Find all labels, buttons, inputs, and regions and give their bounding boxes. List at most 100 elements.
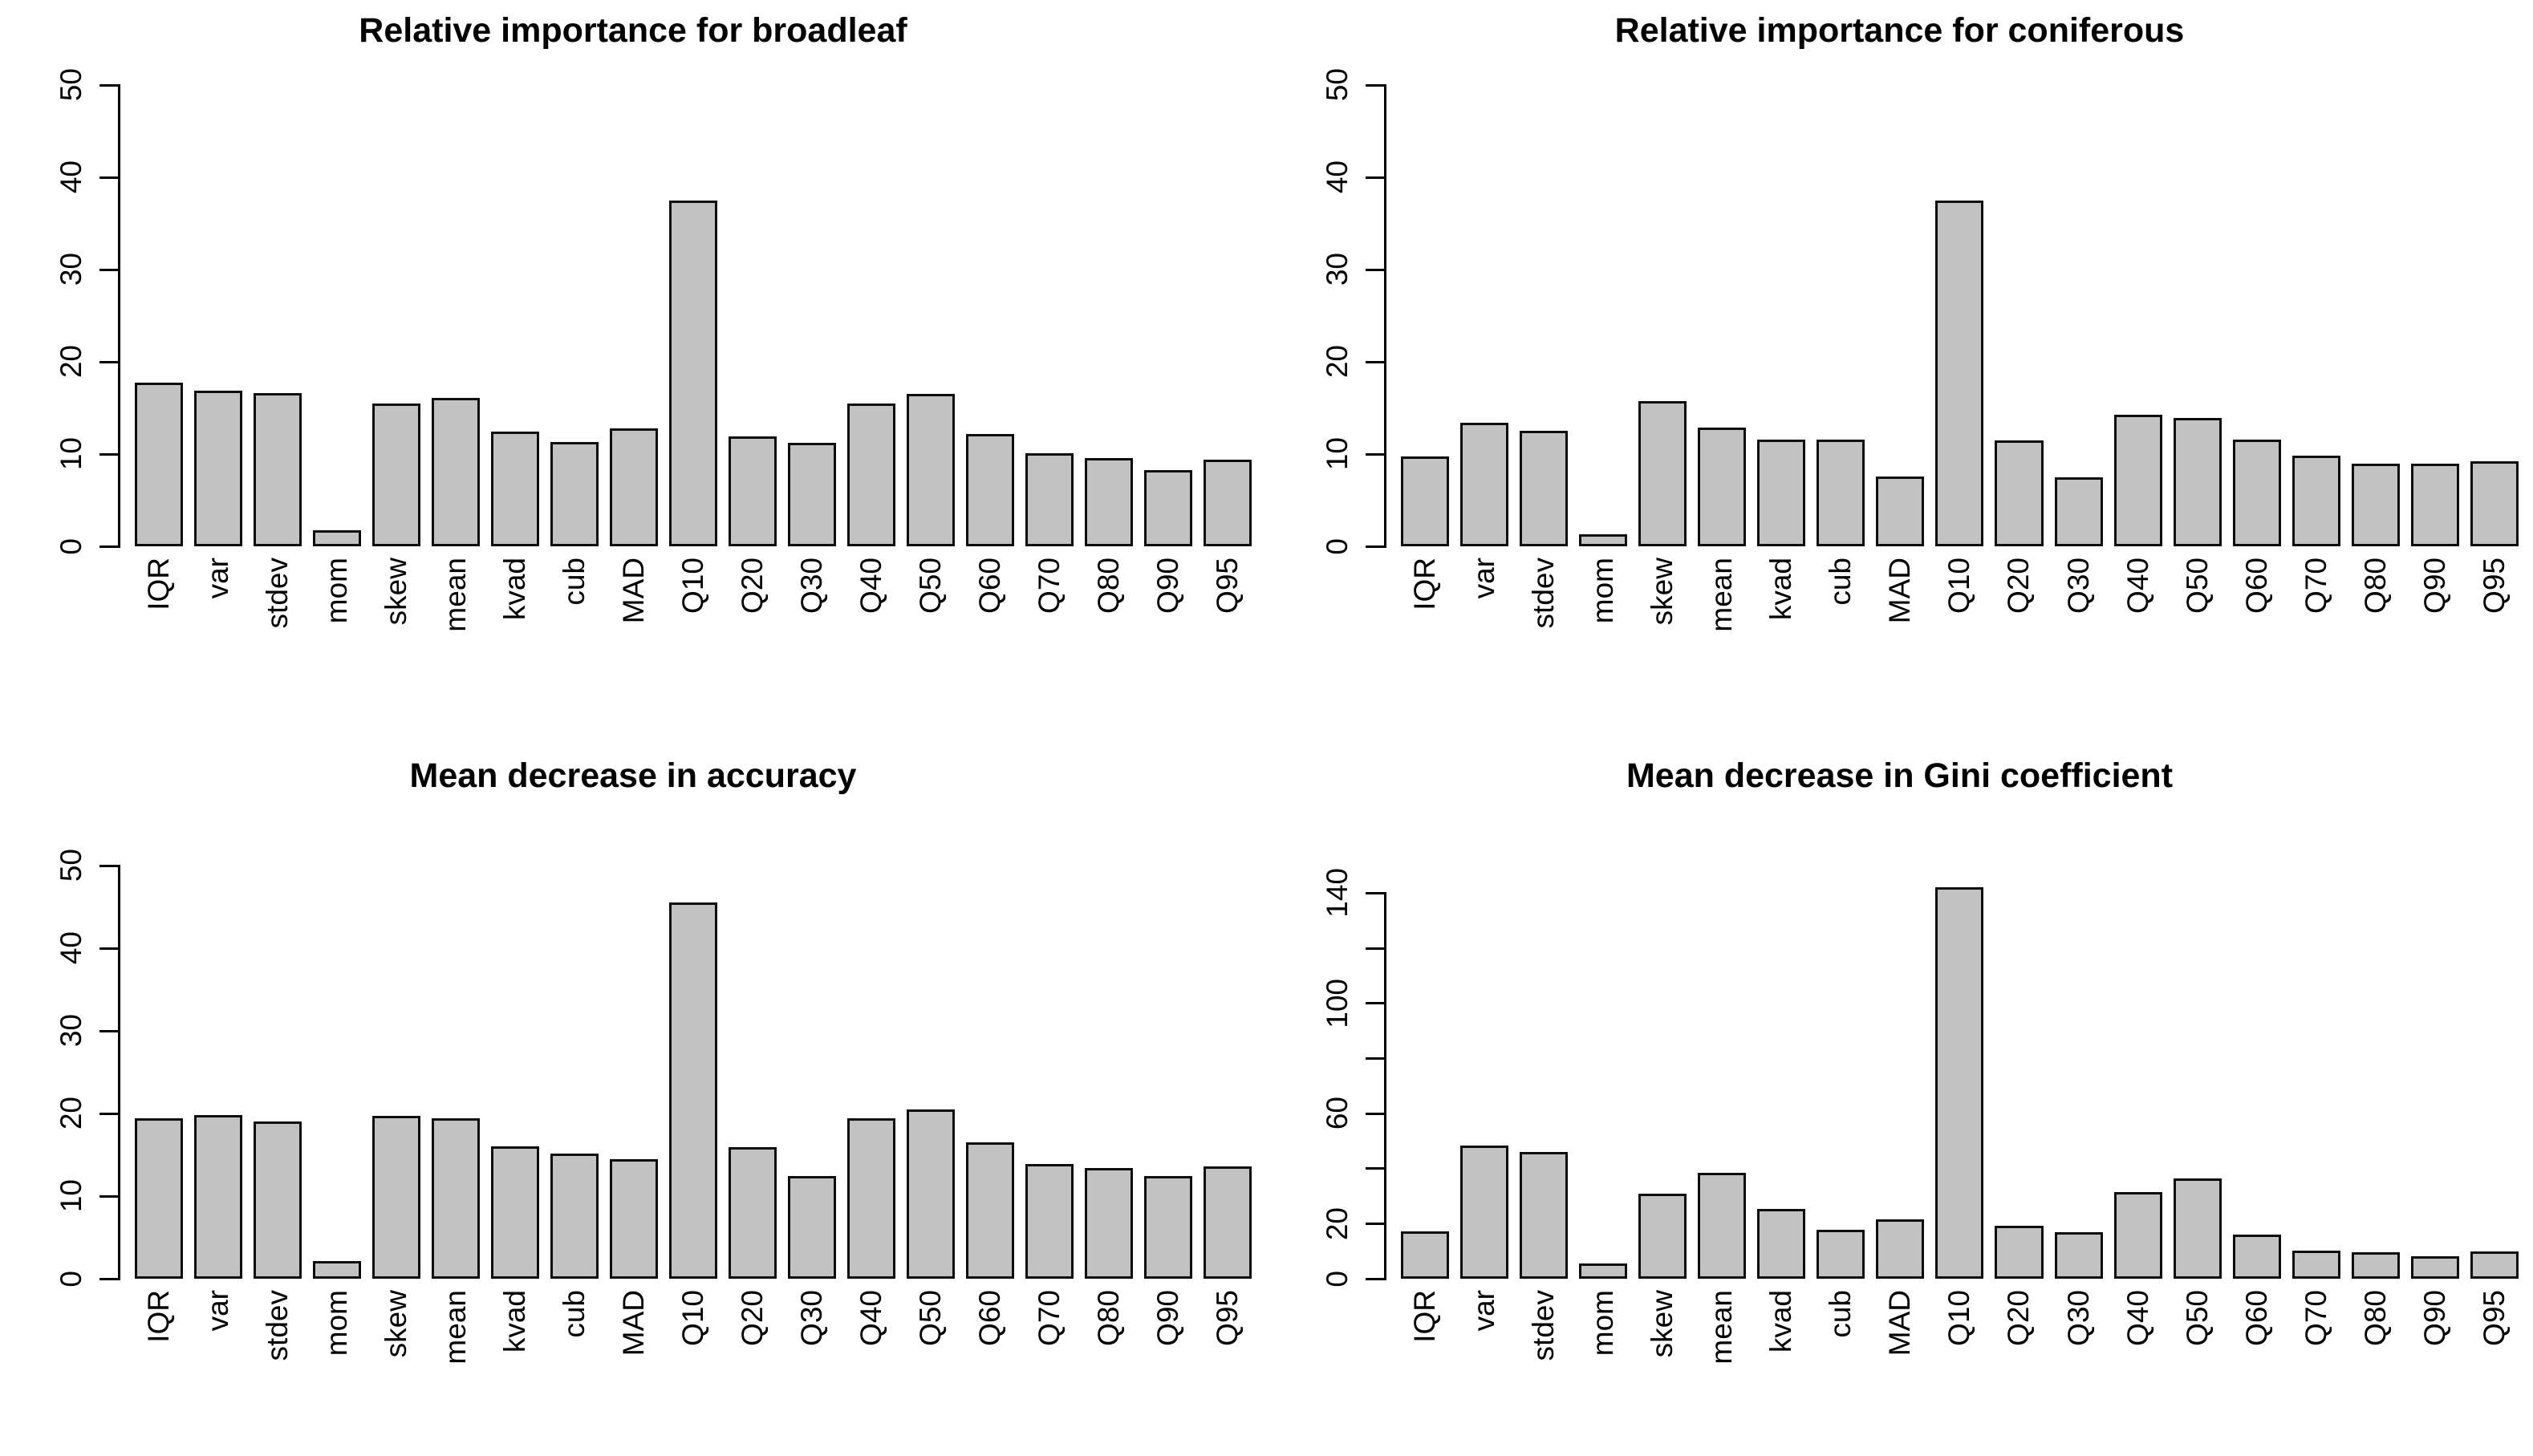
y-tick-50 <box>99 864 120 867</box>
x-label-Q90: Q90 <box>2411 558 2459 710</box>
x-label-Q50: Q50 <box>2174 1290 2222 1442</box>
x-label-Q80: Q80 <box>2352 1290 2400 1442</box>
x-label-text: kvad <box>1764 1290 1798 1353</box>
x-label-text: stdev <box>1527 558 1561 629</box>
y-tick-label-text: 40 <box>1321 160 1354 194</box>
y-tick-label-40: 40 <box>55 137 87 217</box>
y-tick-50 <box>99 83 120 87</box>
x-axis-labels: IQR var stdev mom skew mean kvad cub MAD Q10 Q20 Q3… <box>1386 1290 2533 1442</box>
bar-mean <box>432 1118 480 1279</box>
y-tick-label-text: 100 <box>1321 978 1354 1028</box>
y-tick-label-text: 0 <box>55 537 87 555</box>
x-label-text: Q30 <box>795 1290 828 1346</box>
y-axis-line <box>118 866 120 1279</box>
x-label-var: var <box>194 1290 242 1442</box>
x-label-mom: mom <box>313 558 361 710</box>
bar-Q60 <box>966 1142 1014 1279</box>
y-tick-label-0: 0 <box>1321 506 1354 586</box>
bar-Q20 <box>729 1147 777 1279</box>
y-tick-label-text: 0 <box>1321 1270 1354 1288</box>
x-label-text: Q20 <box>2002 558 2036 614</box>
bar-stdev <box>254 393 302 546</box>
plot-area <box>120 866 1266 1279</box>
bar-kvad <box>491 432 539 546</box>
x-label-text: Q10 <box>676 558 709 614</box>
x-label-text: Q90 <box>1151 558 1184 614</box>
y-tick-label-140: 140 <box>1321 853 1354 933</box>
x-label-text: Q30 <box>795 558 828 614</box>
x-label-Q70: Q70 <box>2292 558 2340 710</box>
x-label-Q20: Q20 <box>729 558 777 710</box>
x-label-text: Q95 <box>2477 558 2511 614</box>
chart-title: Relative importance for coniferous <box>1614 11 2185 50</box>
y-tick-100 <box>1366 1002 1386 1005</box>
x-label-text: cub <box>1824 1290 1857 1338</box>
x-label-text: var <box>1467 1290 1501 1332</box>
bar-Q50 <box>907 1109 955 1279</box>
x-label-text: Q50 <box>2180 558 2214 614</box>
y-tick-label-30: 30 <box>55 229 87 310</box>
x-label-text: Q50 <box>2180 1290 2214 1346</box>
x-label-text: mom <box>1586 1290 1620 1357</box>
y-tick-label-100: 100 <box>1321 963 1354 1044</box>
bar-cub <box>550 442 599 546</box>
y-tick-label-40: 40 <box>55 908 87 988</box>
y-tick-label-10: 10 <box>55 414 87 494</box>
x-label-text: skew <box>1646 1290 1679 1358</box>
x-label-Q95: Q95 <box>2470 558 2519 710</box>
x-label-text: mom <box>320 558 353 624</box>
x-label-text: Q30 <box>2061 558 2095 614</box>
chart-title: Mean decrease in Gini coefficient <box>1626 756 2174 795</box>
bar-Q60 <box>966 433 1014 546</box>
x-label-skew: skew <box>372 558 420 710</box>
x-label-text: IQR <box>1408 1290 1442 1343</box>
x-label-text: Q60 <box>2239 558 2273 614</box>
x-label-Q95: Q95 <box>1204 558 1252 710</box>
x-axis-labels: IQR var stdev mom skew mean kvad cub MAD Q10 Q20 Q3… <box>120 1290 1266 1442</box>
bar-MAD <box>610 428 658 546</box>
y-tick-label-20: 20 <box>55 1073 87 1154</box>
x-label-text: mean <box>1705 558 1739 632</box>
x-label-text: mean <box>439 1290 472 1365</box>
x-label-kvad: kvad <box>1757 1290 1805 1442</box>
bar-Q40 <box>2113 1192 2162 1279</box>
y-tick-label-text: 140 <box>1321 868 1354 919</box>
x-label-text: stdev <box>261 558 294 629</box>
x-label-Q70: Q70 <box>1025 1290 1074 1442</box>
x-label-text: IQR <box>1408 558 1442 610</box>
x-label-kvad: kvad <box>491 1290 539 1442</box>
y-axis-line <box>1384 85 1386 546</box>
x-label-skew: skew <box>1638 558 1687 710</box>
y-tick-40 <box>1366 176 1386 179</box>
x-label-text: Q10 <box>676 1290 709 1346</box>
x-label-Q90: Q90 <box>1144 1290 1192 1442</box>
x-label-stdev: stdev <box>254 558 302 710</box>
bar-mom <box>313 1261 361 1279</box>
y-tick-label-0: 0 <box>55 506 87 586</box>
x-label-mean: mean <box>432 558 480 710</box>
x-label-text: IQR <box>142 558 175 610</box>
y-tick-label-text: 40 <box>55 160 87 194</box>
panel-relative-importance-coniferous: Relative importance for coniferous 0 10 20… <box>1266 0 2533 728</box>
x-label-kvad: kvad <box>1757 558 1805 710</box>
x-label-Q95: Q95 <box>1204 1290 1252 1442</box>
y-tick-10 <box>99 1194 120 1198</box>
bar-Q20 <box>1995 1225 2044 1279</box>
x-label-var: var <box>1460 558 1508 710</box>
panel-mean-decrease-gini: Mean decrease in Gini coefficient 0 20 60 1… <box>1266 728 2533 1456</box>
bar-Q95 <box>1204 1166 1252 1279</box>
x-label-IQR: IQR <box>135 1290 183 1442</box>
y-tick-40 <box>99 176 120 179</box>
x-label-text: cub <box>558 558 591 606</box>
x-label-text: stdev <box>1527 1290 1561 1361</box>
x-label-text: Q70 <box>2299 1290 2332 1346</box>
x-label-text: Q60 <box>973 558 1006 614</box>
y-tick-label-text: 10 <box>55 1179 87 1213</box>
x-label-cub: cub <box>550 1290 599 1442</box>
panel-mean-decrease-accuracy: Mean decrease in accuracy 0 10 20 30 40 50 IQ… <box>0 728 1266 1456</box>
bar-cub <box>1817 1229 1865 1279</box>
x-label-text: Q10 <box>1942 1290 1976 1346</box>
bar-Q80 <box>1085 1167 1133 1279</box>
x-label-text: MAD <box>617 558 650 624</box>
